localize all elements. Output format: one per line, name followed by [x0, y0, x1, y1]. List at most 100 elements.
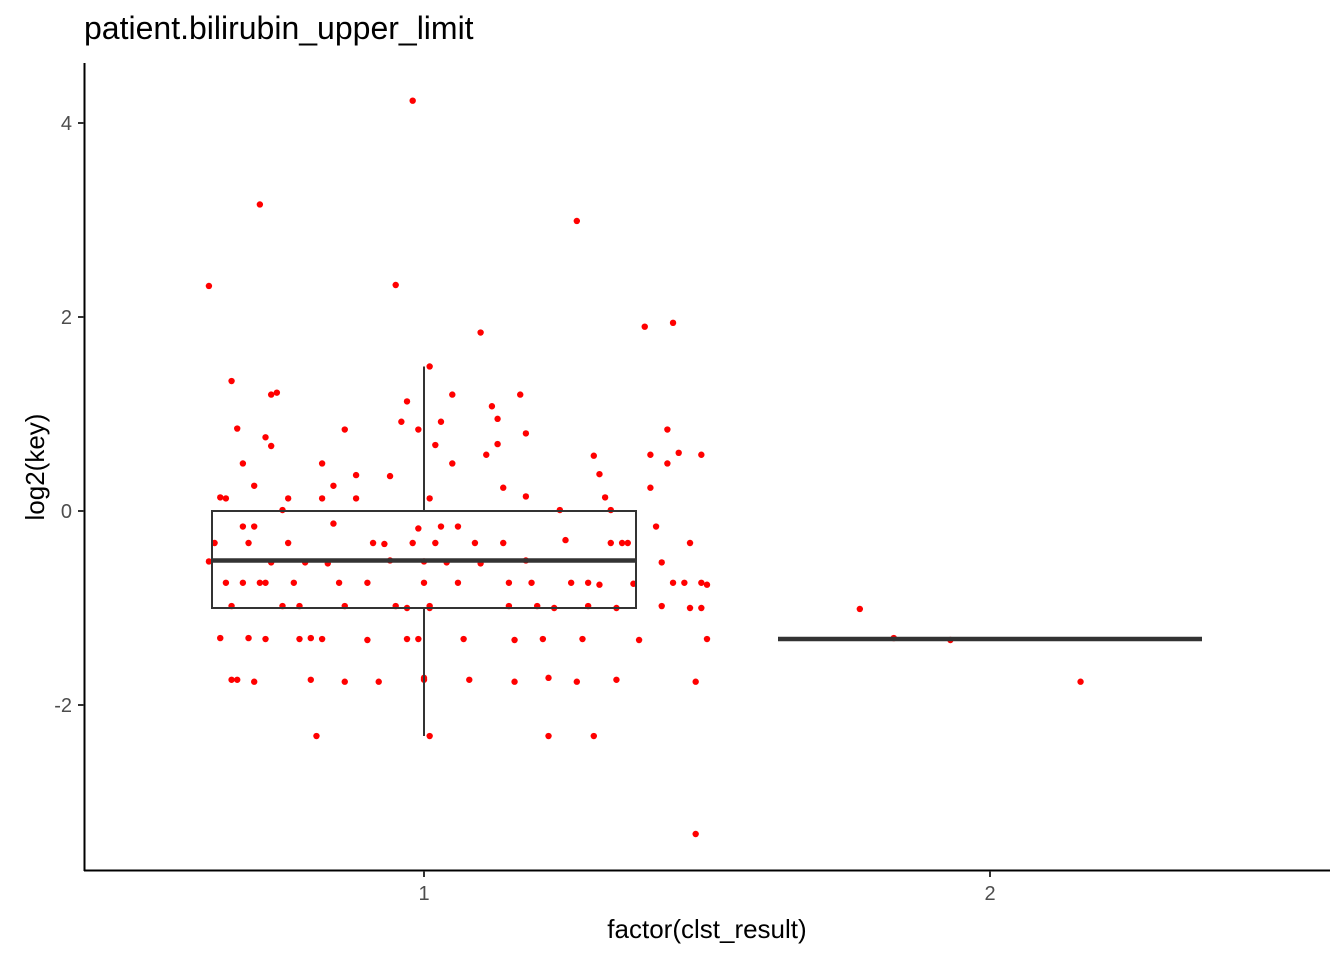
data-point	[703, 581, 711, 588]
x-tick-label: 1	[418, 883, 429, 905]
data-point	[528, 579, 535, 586]
data-point	[234, 425, 241, 432]
data-point	[256, 579, 264, 586]
data-point	[522, 493, 530, 500]
data-point	[466, 676, 473, 683]
data-point	[426, 363, 433, 370]
data-point	[517, 391, 524, 398]
data-point	[403, 398, 411, 405]
data-point	[567, 579, 575, 586]
data-point	[505, 579, 513, 586]
data-point	[318, 635, 326, 643]
data-point	[284, 539, 292, 547]
data-point	[647, 484, 654, 491]
data-point	[500, 484, 507, 491]
data-point	[669, 579, 677, 586]
y-tick-label: 4	[61, 113, 72, 135]
data-point	[669, 319, 677, 327]
data-point	[234, 676, 241, 683]
data-point	[658, 559, 665, 566]
data-point	[483, 451, 490, 458]
data-point	[245, 539, 252, 547]
data-point	[205, 282, 213, 290]
data-point	[613, 676, 620, 683]
data-point	[635, 636, 643, 644]
data-point	[692, 830, 699, 838]
data-point	[573, 678, 581, 685]
data-point	[511, 678, 518, 685]
y-tick-label: 2	[61, 307, 72, 329]
data-point	[471, 539, 479, 547]
data-point	[590, 732, 597, 740]
data-point	[596, 581, 603, 588]
y-axis-ticks: 4 2 0 -2	[54, 113, 84, 717]
data-point	[426, 732, 433, 740]
data-point	[692, 678, 699, 685]
data-point	[652, 523, 660, 530]
data-point	[341, 426, 348, 433]
data-point	[205, 558, 213, 565]
data-point	[217, 494, 224, 501]
data-point	[596, 470, 603, 478]
data-point	[698, 604, 705, 612]
data-point	[703, 635, 711, 643]
data-point	[641, 323, 648, 330]
data-point	[664, 460, 671, 467]
data-point	[494, 415, 501, 423]
x-axis-title: factor(clst_result)	[607, 914, 806, 944]
data-point	[341, 678, 348, 685]
chart-title: patient.bilirubin_upper_limit	[84, 10, 474, 46]
data-point	[352, 495, 360, 502]
data-point	[426, 495, 433, 502]
data-point	[698, 579, 705, 586]
data-point	[262, 579, 269, 586]
data-point	[251, 678, 258, 685]
boxes	[211, 366, 1202, 737]
data-point	[228, 377, 235, 385]
data-point	[386, 472, 394, 480]
data-point	[437, 523, 445, 530]
y-axis-title: log2(key)	[20, 414, 50, 521]
data-point	[375, 678, 382, 685]
data-point	[245, 634, 252, 642]
data-point	[584, 579, 592, 586]
data-point	[239, 460, 247, 467]
data-point	[607, 539, 614, 547]
data-point	[364, 636, 371, 644]
data-point	[318, 495, 326, 502]
data-point	[403, 635, 411, 643]
data-point	[307, 634, 314, 642]
data-point	[432, 441, 439, 449]
data-point	[222, 495, 230, 502]
data-point	[296, 635, 303, 643]
data-point	[545, 732, 552, 740]
data-point	[449, 460, 456, 467]
data-point	[262, 635, 269, 643]
data-point	[239, 579, 247, 586]
data-points	[205, 97, 1084, 838]
data-point	[267, 442, 275, 450]
x-tick-label: 2	[984, 883, 995, 905]
data-point	[562, 536, 569, 544]
data-point	[352, 471, 360, 479]
data-point	[318, 460, 326, 467]
data-point	[251, 523, 258, 530]
data-point	[330, 520, 337, 527]
data-point	[420, 579, 428, 586]
data-point	[511, 636, 518, 644]
data-point	[415, 525, 422, 532]
data-point	[454, 579, 462, 586]
data-point	[500, 539, 507, 547]
data-point	[251, 482, 258, 489]
data-point	[381, 540, 388, 548]
data-point	[222, 579, 230, 586]
data-point	[239, 523, 247, 530]
data-point	[313, 732, 320, 740]
data-point	[522, 430, 530, 437]
data-point	[539, 635, 547, 643]
data-point	[335, 579, 343, 586]
data-point	[454, 523, 462, 530]
data-point	[494, 440, 501, 448]
data-point	[681, 579, 688, 586]
